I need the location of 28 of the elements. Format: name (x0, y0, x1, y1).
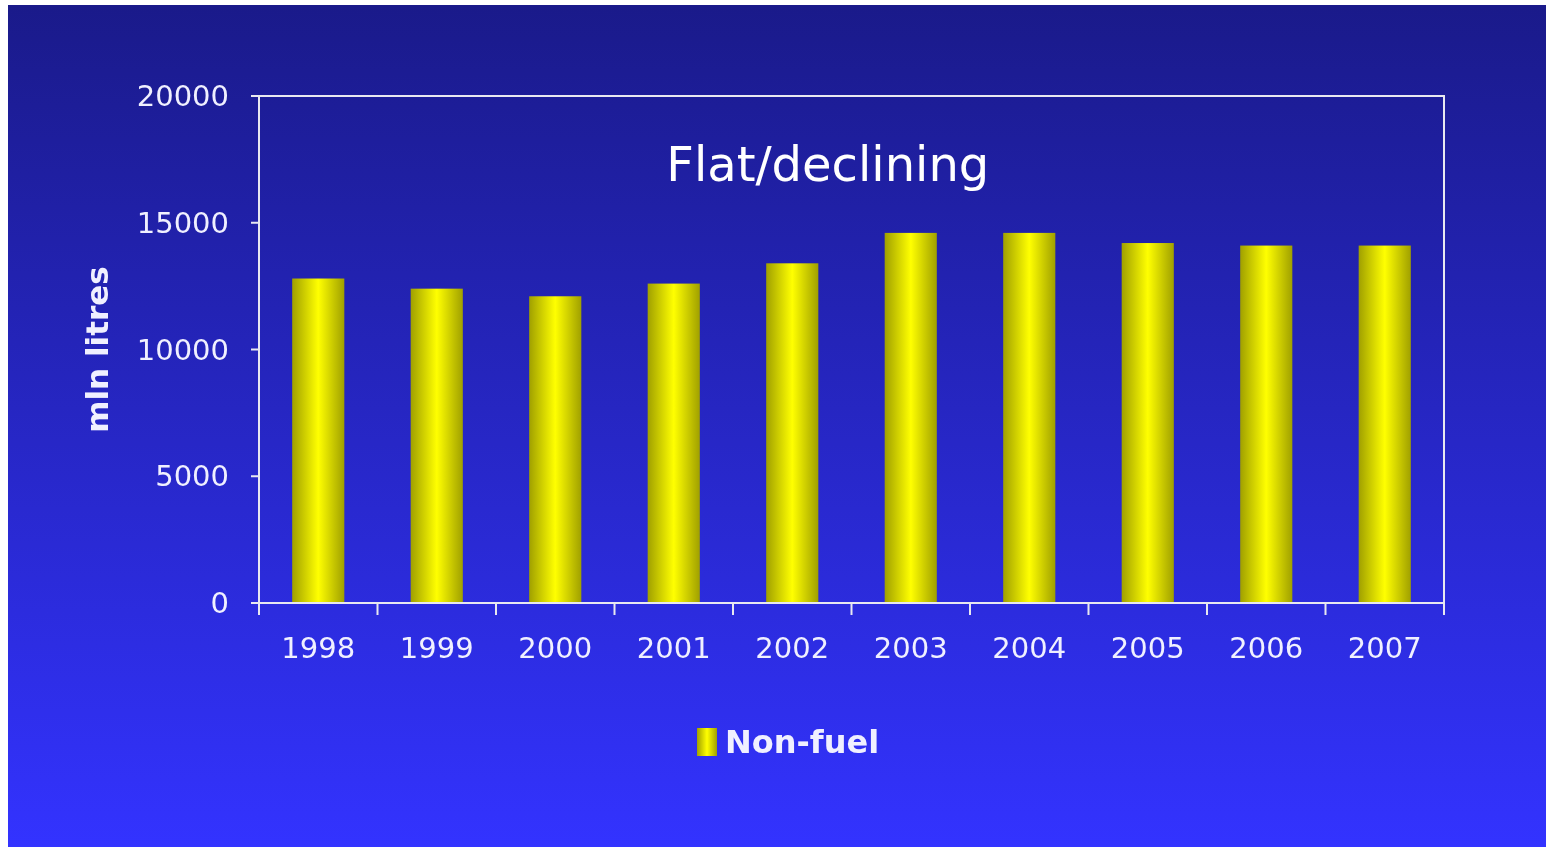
y-tick-label: 5000 (155, 459, 229, 494)
x-tick-label: 1998 (281, 631, 356, 665)
y-tick-label: 0 (210, 586, 229, 621)
bar (410, 288, 463, 603)
x-tick-label: 2007 (1347, 631, 1422, 665)
x-tick-label: 2005 (1110, 631, 1185, 665)
bar (292, 278, 345, 603)
x-tick-label: 1999 (399, 631, 474, 665)
bar (529, 296, 582, 603)
x-tick-label: 2002 (755, 631, 830, 665)
bar (647, 283, 700, 603)
y-tick-label: 10000 (136, 332, 229, 367)
legend-label: Non-fuel (725, 723, 880, 762)
x-tick-label: 2001 (636, 631, 711, 665)
x-tick-label: 2000 (518, 631, 593, 665)
text: Flat/declining (666, 136, 990, 192)
bar (884, 232, 937, 603)
bar (1121, 243, 1174, 603)
y-tick-label: 15000 (136, 205, 229, 240)
bar (766, 263, 819, 603)
x-tick-label: 2004 (992, 631, 1067, 665)
y-axis-title: mln litres (79, 266, 115, 433)
x-tick-label: 2003 (873, 631, 948, 665)
x-tick-label: 2006 (1229, 631, 1304, 665)
y-tick-label: 20000 (136, 79, 229, 114)
bar (1240, 245, 1293, 603)
bar (1358, 245, 1411, 603)
bar (1003, 232, 1056, 603)
